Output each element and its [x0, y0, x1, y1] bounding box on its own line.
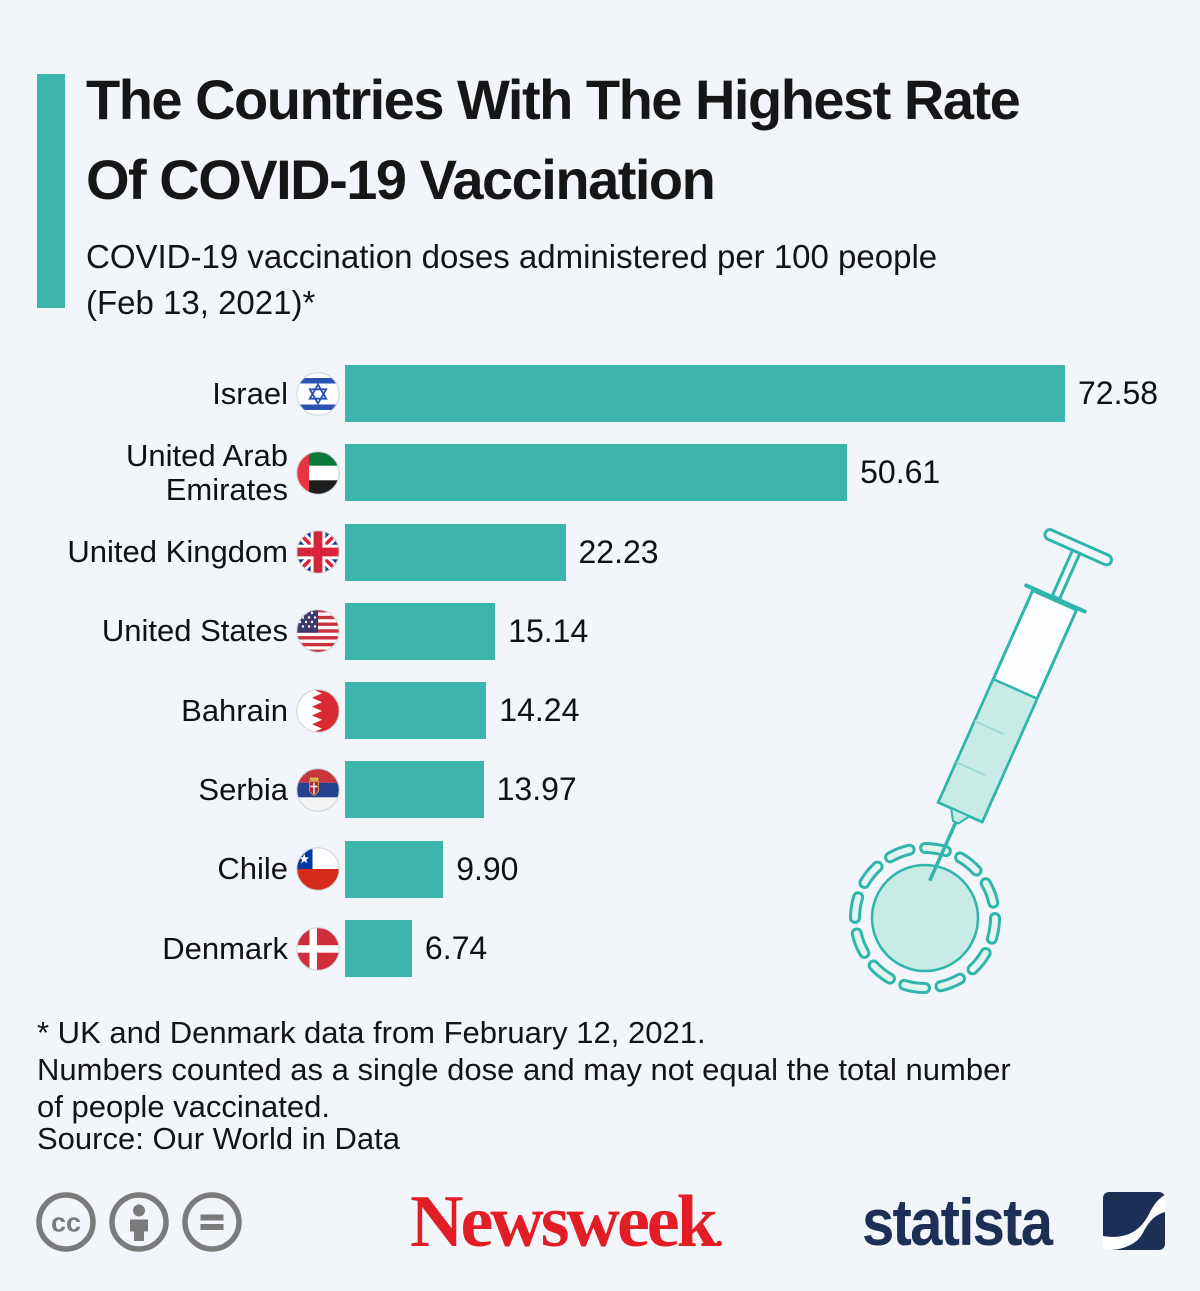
page-title-line1: The Countries With The Highest Rate: [86, 68, 1021, 131]
footnote-line1: * UK and Denmark data from February 12, …: [37, 1015, 706, 1050]
newsweek-trademark-dot: .: [714, 1217, 723, 1254]
bar-value: 9.90: [456, 850, 519, 887]
syringe-virus-illustration: [849, 528, 1114, 994]
bar-chile: [345, 840, 444, 898]
syringe-icon: [928, 528, 1114, 882]
bar-serbia: [345, 761, 484, 819]
bar-track: 72.58: [345, 365, 1177, 422]
bar-row-chile: Chile 9.90: [37, 840, 1177, 898]
bar-row-uae: United Arab Emirates 50.61: [37, 438, 1177, 506]
bar-value: 15.14: [508, 612, 589, 649]
license-icons: cc: [35, 1191, 243, 1253]
bar-track: 6.74: [345, 920, 1177, 978]
serbia-flag-icon: [296, 768, 340, 812]
statista-logo-icon: [1103, 1192, 1165, 1250]
page-title-line2: Of COVID-19 Vaccination: [86, 148, 716, 211]
bar-bahrain: [345, 682, 487, 740]
country-label: United Arab Emirates: [126, 437, 288, 507]
equals-icon: [182, 1192, 242, 1252]
bar-row-bahrain: Bahrain 14.24: [37, 682, 1177, 740]
statista-logo-text: statista: [862, 1185, 1053, 1259]
bar-value: 14.24: [499, 692, 580, 729]
denmark-flag-icon: [296, 926, 340, 971]
bar-row-uk: United Kingdom 22.23: [37, 523, 1177, 581]
bar-row-serbia: Serbia 13.97: [37, 761, 1177, 819]
bar-track: 50.61: [345, 444, 1177, 502]
page-title: The Countries With The Highest Rate Of C…: [86, 60, 1021, 220]
united-states-flag-icon: [296, 609, 340, 654]
page-subtitle: COVID-19 vaccination doses administered …: [86, 234, 937, 326]
newsweek-logo: Newsweek.: [410, 1180, 723, 1265]
bar-track: 22.23: [345, 523, 1177, 581]
bar-row-denmark: Denmark 6.74: [37, 920, 1177, 978]
country-label: United Kingdom: [67, 534, 288, 570]
bar-israel: [345, 365, 1065, 422]
united-kingdom-flag-icon: [296, 530, 340, 574]
bar-value: 22.23: [578, 533, 659, 570]
svg-text:cc: cc: [51, 1208, 81, 1238]
country-label: Bahrain: [181, 692, 288, 728]
cc-icon: cc: [36, 1192, 96, 1252]
bar-united-states: [345, 602, 496, 660]
virus-body: [870, 863, 980, 973]
page-subtitle-line1: COVID-19 vaccination doses administered …: [86, 238, 938, 275]
bar-track: 9.90: [345, 840, 1177, 898]
chile-flag-icon: [296, 847, 340, 891]
page-subtitle-line2: (Feb 13, 2021)*: [86, 284, 316, 321]
bar-row-israel: Israel 72.58: [37, 365, 1177, 422]
bar-row-us: United States: [37, 602, 1177, 660]
footnote-line2: Numbers counted as a single dose and may…: [37, 1052, 1011, 1087]
bar-value: 72.58: [1078, 375, 1159, 411]
country-label: Israel: [212, 375, 288, 411]
country-label: Serbia: [198, 771, 288, 807]
country-label: Denmark: [162, 930, 288, 966]
bar-track: 15.14: [345, 602, 1177, 660]
israel-flag-icon: [296, 371, 340, 416]
bar-united-arab-emirates: [345, 444, 848, 502]
country-label: United States: [101, 613, 288, 649]
newsweek-logo-text: Newsweek: [410, 1181, 718, 1263]
bar-value: 6.74: [424, 930, 488, 967]
bar-united-kingdom: [345, 523, 566, 581]
serbia-coat-of-arms: [309, 777, 319, 796]
united-arab-emirates-flag-icon: [296, 451, 340, 495]
attribution-icon: [109, 1192, 169, 1252]
bar-track: 13.97: [345, 761, 1177, 819]
bar-value: 13.97: [496, 771, 577, 808]
footnote-line3: of people vaccinated.: [37, 1089, 330, 1124]
bahrain-flag-icon: [296, 688, 340, 733]
bar-denmark: [345, 920, 412, 978]
footnotes: * UK and Denmark data from February 12, …: [37, 1014, 1011, 1125]
bar-value: 50.61: [860, 454, 941, 491]
bar-track: 14.24: [345, 682, 1177, 740]
country-label: Chile: [217, 851, 288, 887]
title-accent-bar: [37, 74, 65, 308]
bar-chart: Israel 72.58 United Arab Emirates: [37, 365, 1177, 978]
source-text: Source: Our World in Data: [37, 1121, 400, 1156]
